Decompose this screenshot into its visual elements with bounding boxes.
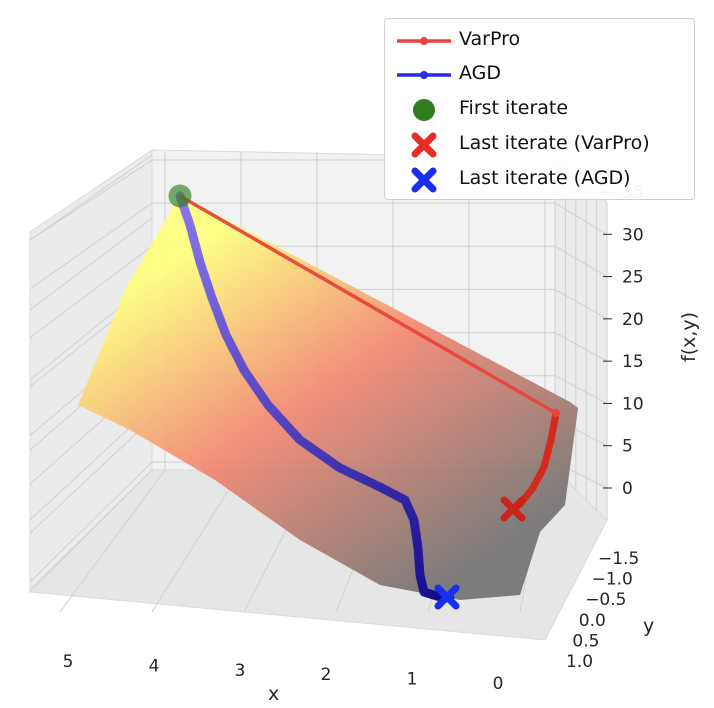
tick-labels: 05101520253035543210−1.5−1.0−0.50.00.51.…	[63, 183, 644, 694]
legend-item-first-iterate: First iterate	[385, 94, 694, 124]
y-axis-label: y	[643, 615, 654, 637]
varpro-line-icon	[397, 37, 451, 45]
z-tick-label: 15	[622, 352, 644, 372]
y-tick-label: 1.0	[566, 652, 593, 672]
legend-label-first-iterate: First iterate	[459, 97, 569, 119]
iterate-markers	[168, 184, 526, 610]
grid-line-x-floor	[151, 469, 242, 613]
legend-label-last-agd: Last iterate (AGD)	[459, 167, 631, 189]
x-tick-label: 4	[149, 656, 160, 676]
varpro-cross-icon	[411, 132, 437, 158]
z-tick-label: 5	[622, 437, 633, 457]
grid-line-y	[29, 217, 153, 311]
varpro-jump-line	[179, 194, 557, 415]
grid-line-y	[29, 154, 153, 241]
first-iterate-circle-icon	[413, 99, 435, 121]
agd-path	[175, 191, 455, 603]
legend-item-agd: AGD	[385, 59, 694, 89]
agd-cross-icon	[411, 167, 437, 193]
legend-label-last-varpro: Last iterate (VarPro)	[459, 132, 650, 154]
y-tick-label: 0.5	[572, 631, 599, 651]
x-tick-label: 0	[493, 674, 504, 694]
first-iterate-marker	[168, 184, 192, 208]
z-tick-label: 30	[622, 225, 644, 245]
legend-item-varpro: VarPro	[385, 25, 694, 55]
y-tick-label: −0.5	[585, 590, 626, 610]
last-iterate-agd-marker	[434, 584, 460, 610]
surface	[78, 195, 578, 600]
x-tick-label: 3	[235, 661, 246, 681]
legend-item-last-varpro: Last iterate (VarPro)	[385, 129, 694, 159]
z-tick-label: 0	[622, 479, 633, 499]
x-tick-label: 1	[407, 670, 418, 690]
z-tick-label: 20	[622, 310, 644, 330]
legend-label-agd: AGD	[459, 62, 502, 84]
x-tick-label: 2	[321, 665, 332, 685]
y-tick-label: −1.5	[598, 549, 639, 569]
x-tick-label: 5	[63, 652, 74, 672]
z-axis-label: f(x,y)	[678, 312, 700, 362]
grid-line-x-floor	[59, 469, 166, 613]
z-tick-label: 10	[622, 394, 644, 414]
z-tick-label: 25	[622, 268, 644, 288]
y-tick-label: 0.0	[579, 611, 606, 631]
agd-line-icon	[397, 71, 451, 79]
grid-line-z	[29, 202, 608, 290]
legend: VarPro AGD First iterate Last iterate (V…	[384, 18, 695, 200]
x-axis-label: x	[268, 683, 279, 705]
grid-line-z	[29, 245, 608, 339]
y-tick-label: −1.0	[592, 570, 633, 590]
varpro-iterate-point	[552, 409, 560, 417]
legend-label-varpro: VarPro	[459, 28, 521, 50]
last-iterate-varpro-marker	[500, 496, 526, 522]
grid-line-y	[29, 469, 153, 591]
legend-item-last-agd: Last iterate (AGD)	[385, 164, 694, 194]
